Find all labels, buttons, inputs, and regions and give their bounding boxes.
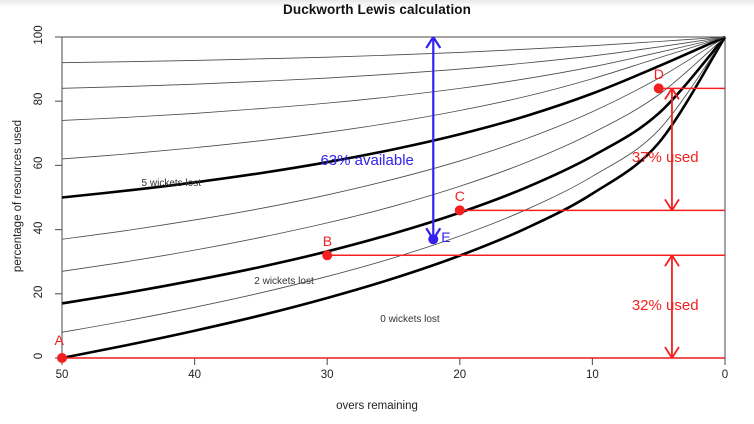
point-label-A: A bbox=[54, 332, 64, 348]
point-label-E: E bbox=[441, 229, 451, 246]
y-tick-label: 40 bbox=[33, 221, 45, 234]
curve-0-wickets bbox=[61, 36, 727, 360]
x-tick-label: 0 bbox=[721, 369, 729, 381]
point-label-C: C bbox=[454, 188, 465, 205]
curve-label: 5 wickets lost bbox=[141, 177, 202, 189]
y-tick-label: 80 bbox=[33, 92, 45, 106]
data-point-A bbox=[57, 353, 67, 363]
x-tick-label: 50 bbox=[55, 369, 69, 381]
annotation-available: 63% available bbox=[320, 152, 414, 170]
curve-5-wickets bbox=[61, 35, 726, 199]
annotation-used-top: 37% used bbox=[631, 148, 699, 166]
data-point-D bbox=[653, 83, 664, 94]
curve-2-wickets bbox=[61, 36, 726, 305]
data-point-E bbox=[428, 234, 439, 245]
resource-curves-layer bbox=[61, 35, 727, 360]
annotation-arrow-1 bbox=[664, 87, 680, 211]
curve-6-wickets bbox=[61, 36, 726, 160]
annotation-used-bottom: 32% used bbox=[631, 296, 699, 314]
curve-3-wickets bbox=[61, 36, 726, 272]
data-point-C bbox=[454, 205, 465, 216]
reference-lines-layer bbox=[62, 87, 725, 359]
curve-label: 2 wickets lost bbox=[254, 275, 314, 287]
page-title: Duckworth Lewis calculation bbox=[283, 2, 471, 17]
y-tick-label: 0 bbox=[33, 352, 45, 360]
y-tick-label: 60 bbox=[33, 157, 45, 170]
point-label-D: D bbox=[653, 66, 664, 83]
curve-4-wickets bbox=[61, 36, 726, 240]
point-label-B: B bbox=[322, 233, 333, 250]
curve-8-wickets bbox=[61, 36, 726, 89]
curve-1-wickets bbox=[61, 36, 726, 333]
y-tick-label: 100 bbox=[33, 25, 45, 45]
top-gradient-strip bbox=[0, 0, 754, 8]
data-point-B bbox=[322, 250, 333, 261]
curve-9-wickets bbox=[61, 36, 726, 64]
annotation-arrow-0 bbox=[425, 36, 442, 240]
x-axis-label: overs remaining bbox=[336, 400, 418, 412]
x-tick-label: 10 bbox=[585, 369, 599, 381]
x-tick-label: 40 bbox=[188, 369, 201, 381]
data-points-layer bbox=[57, 83, 664, 363]
annotation-arrow-2 bbox=[664, 254, 680, 359]
annotation-arrows-layer bbox=[425, 36, 680, 359]
x-tick-label: 30 bbox=[320, 369, 334, 381]
y-tick-label: 20 bbox=[33, 285, 45, 299]
curve-7-wickets bbox=[61, 36, 726, 121]
x-tick-label: 20 bbox=[453, 369, 467, 381]
curve-label: 0 wickets lost bbox=[380, 314, 440, 326]
